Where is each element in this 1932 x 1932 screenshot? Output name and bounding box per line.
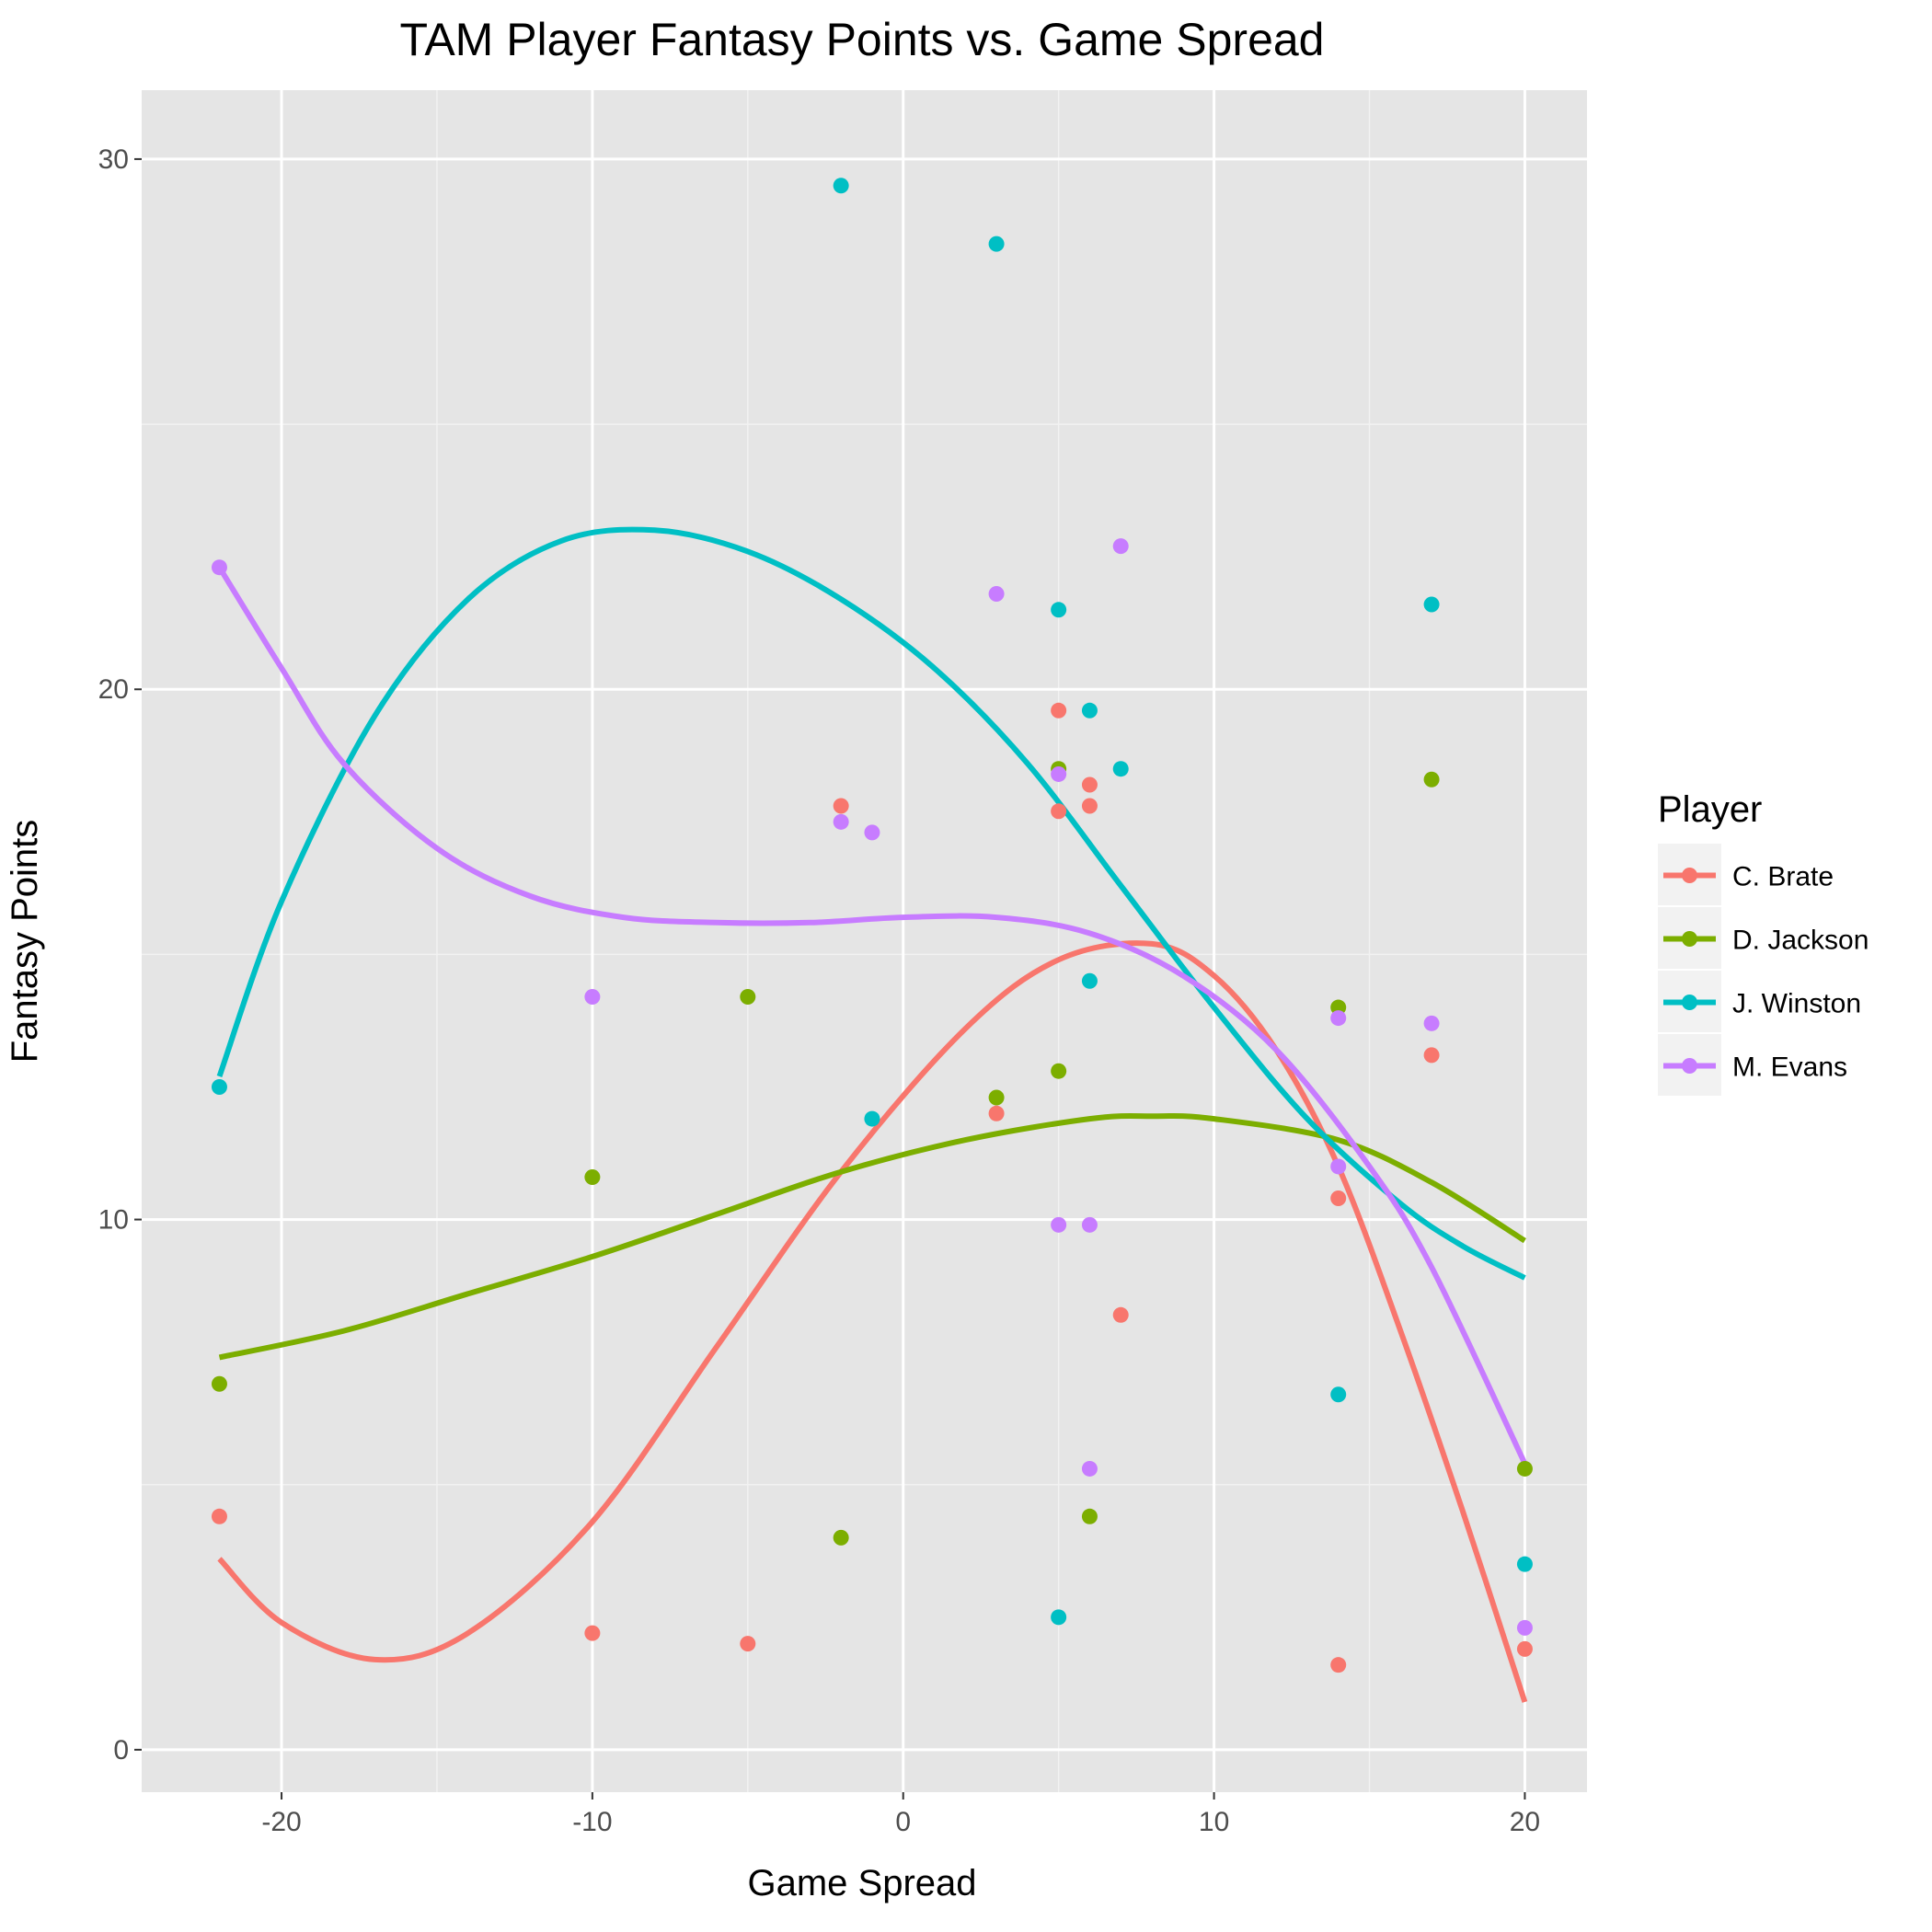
point-j-winston	[1081, 702, 1098, 719]
point-m-evans	[1423, 1015, 1440, 1031]
grid-major	[142, 90, 1587, 1792]
y-tick-label: 30	[98, 144, 129, 175]
point-c-brate	[1051, 702, 1067, 719]
point-c-brate	[833, 798, 849, 814]
point-j-winston	[864, 1110, 880, 1127]
point-d-jackson	[1423, 771, 1440, 788]
y-axis: 0 10 20 30	[98, 144, 142, 1765]
point-c-brate	[1516, 1640, 1533, 1657]
legend-point-m-evans	[1682, 1058, 1697, 1074]
point-c-brate	[740, 1636, 756, 1652]
point-m-evans	[988, 586, 1005, 603]
y-tick-label: 20	[98, 674, 129, 705]
x-tick-label: 0	[895, 1807, 911, 1837]
point-m-evans	[1051, 765, 1067, 782]
point-m-evans	[1081, 1216, 1098, 1233]
point-j-winston	[1516, 1556, 1533, 1572]
point-c-brate	[988, 1105, 1005, 1121]
grid-minor	[142, 90, 1587, 1792]
point-d-jackson	[988, 1089, 1005, 1106]
x-axis-title: Game Spread	[747, 1863, 976, 1903]
x-tick-label: -20	[261, 1807, 301, 1837]
legend: Player C. Brate D. Jackson J. Winston M. Ev…	[1658, 789, 1869, 1096]
point-m-evans	[211, 559, 227, 576]
plot-panel	[142, 90, 1587, 1792]
trend-line-m-evans	[216, 566, 1528, 1465]
point-j-winston	[1051, 1609, 1067, 1626]
point-m-evans	[833, 813, 849, 830]
legend-title: Player	[1658, 789, 1762, 830]
point-m-evans	[584, 989, 601, 1006]
point-j-winston	[211, 1078, 227, 1095]
trend-line-j-winston	[216, 526, 1526, 1281]
point-d-jackson	[1516, 1460, 1533, 1477]
legend-label-c-brate: C. Brate	[1732, 862, 1834, 892]
point-m-evans	[1081, 1460, 1098, 1477]
y-tick-label: 10	[98, 1205, 129, 1236]
point-c-brate	[584, 1625, 601, 1641]
point-d-jackson	[833, 1529, 849, 1546]
point-c-brate	[1051, 803, 1067, 820]
trend-line-c-brate	[217, 940, 1528, 1703]
point-j-winston	[1051, 602, 1067, 618]
point-c-brate	[1330, 1190, 1347, 1207]
point-c-brate	[211, 1508, 227, 1524]
legend-label-d-jackson: D. Jackson	[1732, 926, 1869, 956]
point-c-brate	[1081, 798, 1098, 814]
point-d-jackson	[211, 1375, 227, 1392]
point-d-jackson	[740, 989, 756, 1006]
point-m-evans	[864, 824, 880, 841]
point-m-evans	[1112, 538, 1129, 555]
point-j-winston	[833, 178, 849, 194]
point-j-winston	[1330, 1386, 1347, 1403]
x-tick-label: 10	[1199, 1807, 1229, 1837]
point-j-winston	[1423, 596, 1440, 613]
point-m-evans	[1516, 1619, 1533, 1636]
x-tick-label: 20	[1510, 1807, 1540, 1837]
point-j-winston	[1081, 972, 1098, 989]
x-tick-label: -10	[572, 1807, 612, 1837]
point-m-evans	[1330, 1010, 1347, 1027]
point-d-jackson	[1081, 1508, 1098, 1524]
point-d-jackson	[1051, 1063, 1067, 1079]
point-m-evans	[1330, 1158, 1347, 1175]
point-d-jackson	[584, 1168, 601, 1185]
legend-point-j-winston	[1682, 995, 1697, 1010]
point-j-winston	[1112, 761, 1129, 777]
point-c-brate	[1112, 1306, 1129, 1323]
chart-title: TAM Player Fantasy Points vs. Game Sprea…	[399, 14, 1324, 65]
point-c-brate	[1081, 776, 1098, 793]
point-m-evans	[1051, 1216, 1067, 1233]
legend-label-m-evans: M. Evans	[1732, 1052, 1847, 1083]
point-j-winston	[988, 236, 1005, 252]
trend-line-d-jackson	[218, 1112, 1526, 1361]
x-axis: -20 -10 0 10 20	[261, 1792, 1540, 1837]
trend-lines	[216, 526, 1528, 1703]
point-c-brate	[1423, 1047, 1440, 1064]
legend-point-d-jackson	[1682, 931, 1697, 947]
y-axis-title: Fantasy Points	[5, 820, 45, 1064]
y-tick-label: 0	[113, 1735, 129, 1765]
legend-label-j-winston: J. Winston	[1732, 989, 1861, 1019]
point-c-brate	[1330, 1657, 1347, 1673]
data-points	[211, 178, 1533, 1673]
legend-point-c-brate	[1682, 868, 1697, 883]
